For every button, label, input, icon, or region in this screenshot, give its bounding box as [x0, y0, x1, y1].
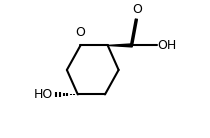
Text: OH: OH — [158, 39, 177, 52]
Text: O: O — [76, 26, 85, 39]
Text: HO: HO — [34, 88, 53, 101]
Text: O: O — [132, 3, 142, 16]
Polygon shape — [108, 44, 132, 47]
